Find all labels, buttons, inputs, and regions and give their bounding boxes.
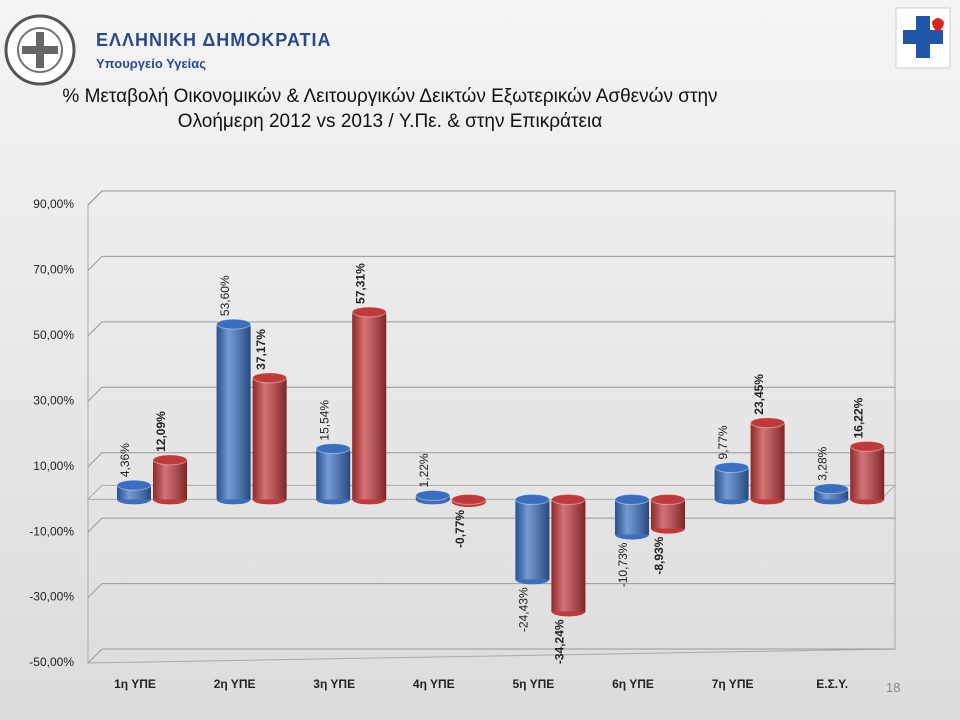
- x-tick-label: 7η ΥΠΕ: [712, 677, 754, 691]
- country-name: ΕΛΛΗΝΙΚΗ ΔΗΜΟΚΡΑΤΙΑ: [96, 30, 332, 50]
- x-tick-label: 6η ΥΠΕ: [612, 677, 654, 691]
- bar-shading: [216, 324, 251, 500]
- y-tick-label: 30,00%: [33, 393, 74, 407]
- y-tick-label: -10,00%: [29, 524, 74, 538]
- bar-shading: [750, 422, 785, 500]
- y-tick-label: 50,00%: [33, 328, 74, 342]
- bar-top: [216, 318, 252, 330]
- value-label: 37,17%: [254, 329, 268, 370]
- bar-shading: [316, 448, 351, 500]
- bar-top: [514, 493, 550, 505]
- chart-title: % Μεταβολή Οικονομικών & Λειτουργικών Δε…: [62, 86, 718, 132]
- bar-shading: [615, 499, 649, 535]
- bar-shading: [814, 488, 849, 500]
- bar-shading: [252, 377, 287, 500]
- x-tick-label: 2η ΥΠΕ: [214, 677, 256, 691]
- value-label: -8,93%: [652, 536, 666, 574]
- bar-top: [351, 306, 387, 318]
- y-tick-label: -30,00%: [29, 590, 74, 604]
- grid-line: [87, 255, 895, 271]
- bar-top: [116, 479, 152, 491]
- grid-line: [87, 452, 895, 468]
- grid-line: [87, 386, 895, 402]
- bar-top: [152, 454, 188, 466]
- x-tick-label: 4η ΥΠΕ: [413, 677, 455, 691]
- y-tick-label: -50,00%: [29, 655, 74, 669]
- value-label: -34,24%: [553, 619, 567, 664]
- ministry-name: Υπουργείο Υγείας: [96, 56, 207, 71]
- x-tick-label: 5η ΥΠΕ: [513, 677, 555, 691]
- value-label: 57,31%: [353, 263, 367, 304]
- y-tick-label: 10,00%: [33, 459, 74, 473]
- bar-shading: [515, 499, 550, 580]
- grid-line: [87, 517, 895, 533]
- value-label: 1,22%: [417, 453, 431, 487]
- value-label: 12,09%: [154, 411, 168, 452]
- value-label: 3,28%: [815, 446, 829, 480]
- value-label: 23,45%: [752, 374, 766, 415]
- value-label: -0,77%: [453, 510, 467, 548]
- grid-line: [87, 648, 895, 664]
- bar-top: [813, 483, 849, 495]
- bar-top: [451, 493, 487, 505]
- bar-top: [315, 443, 351, 455]
- y-tick-label: 90,00%: [33, 197, 74, 211]
- value-label: -10,73%: [616, 542, 630, 587]
- value-label: 4,36%: [118, 443, 132, 477]
- bar-shading: [551, 499, 586, 612]
- grid-line: [87, 583, 895, 598]
- grid-line: [87, 190, 895, 206]
- bar-shading: [153, 459, 187, 500]
- ministry-logo: [895, 7, 951, 69]
- bar-top: [614, 493, 650, 505]
- bar-top: [750, 417, 786, 429]
- page-number: 18: [886, 680, 901, 695]
- bar-shading: [352, 311, 387, 500]
- x-tick-label: 3η ΥΠΕ: [313, 677, 355, 691]
- value-label: 16,22%: [851, 397, 865, 438]
- bar-top: [714, 461, 750, 473]
- bar-top: [252, 372, 288, 384]
- value-label: -24,43%: [517, 587, 531, 632]
- grid-line: [87, 321, 895, 337]
- x-tick-label: Ε.Σ.Υ.: [816, 677, 848, 691]
- bar-top: [550, 493, 586, 505]
- y-tick-label: 70,00%: [33, 263, 74, 277]
- x-tick-label: 1η ΥΠΕ: [114, 677, 156, 691]
- value-label: 15,54%: [317, 400, 331, 441]
- bar-shading: [714, 467, 749, 500]
- value-label: 53,60%: [218, 275, 232, 316]
- bar-shading: [850, 446, 885, 500]
- value-label: 9,77%: [716, 425, 730, 459]
- bar-top: [650, 493, 686, 505]
- emblem: [4, 14, 76, 86]
- bar-top: [415, 489, 451, 501]
- bar-top: [849, 440, 885, 452]
